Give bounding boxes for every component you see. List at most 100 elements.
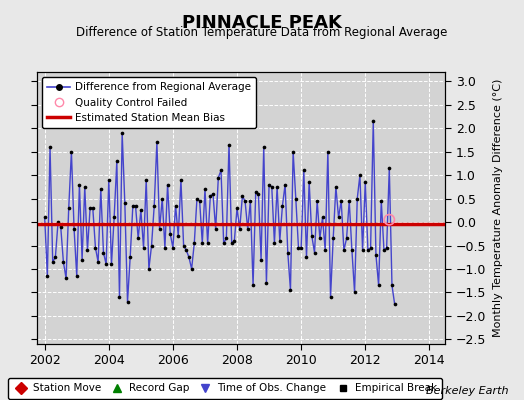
Point [158, 196, 167, 202]
Point [222, 235, 231, 242]
Point [259, 144, 268, 150]
Point [166, 230, 174, 237]
Point [372, 252, 380, 258]
Point [235, 226, 244, 232]
Point [182, 247, 190, 254]
Point [78, 256, 86, 263]
Point [294, 245, 303, 251]
Point [246, 198, 255, 204]
Point [286, 287, 294, 293]
Point [273, 184, 281, 190]
Point [230, 238, 238, 244]
Point [297, 245, 305, 251]
Legend: Station Move, Record Gap, Time of Obs. Change, Empirical Break: Station Move, Record Gap, Time of Obs. C… [7, 378, 442, 399]
Point [244, 226, 252, 232]
Point [54, 219, 62, 225]
Point [334, 214, 343, 220]
Text: Difference of Station Temperature Data from Regional Average: Difference of Station Temperature Data f… [77, 26, 447, 39]
Point [257, 256, 265, 263]
Point [361, 179, 369, 186]
Point [139, 245, 148, 251]
Point [348, 247, 356, 254]
Point [292, 196, 300, 202]
Point [337, 198, 345, 204]
Point [332, 184, 340, 190]
Point [121, 200, 129, 206]
Point [249, 282, 257, 288]
Point [369, 118, 377, 124]
Point [115, 294, 124, 300]
Point [72, 273, 81, 279]
Point [340, 247, 348, 254]
Point [289, 148, 297, 155]
Point [188, 266, 196, 272]
Point [366, 245, 375, 251]
Point [203, 240, 212, 246]
Point [174, 233, 182, 239]
Point [385, 165, 394, 171]
Point [270, 240, 279, 246]
Point [190, 240, 199, 246]
Point [233, 205, 241, 211]
Point [217, 167, 225, 174]
Point [318, 214, 326, 220]
Point [118, 130, 126, 136]
Point [96, 186, 105, 192]
Point [308, 233, 316, 239]
Point [150, 202, 158, 209]
Point [385, 216, 394, 223]
Point [351, 289, 359, 296]
Point [302, 254, 311, 260]
Point [142, 177, 150, 183]
Point [342, 235, 351, 242]
Point [345, 198, 353, 204]
Point [161, 245, 169, 251]
Point [212, 226, 220, 232]
Point [59, 259, 68, 265]
Point [254, 191, 263, 197]
Y-axis label: Monthly Temperature Anomaly Difference (°C): Monthly Temperature Anomaly Difference (… [493, 79, 503, 337]
Point [110, 214, 118, 220]
Point [315, 235, 324, 242]
Point [326, 294, 335, 300]
Point [49, 259, 57, 265]
Point [137, 207, 145, 214]
Point [156, 226, 164, 232]
Point [86, 205, 94, 211]
Point [134, 235, 143, 242]
Point [123, 298, 132, 305]
Point [147, 242, 156, 249]
Point [129, 202, 137, 209]
Point [227, 240, 236, 246]
Point [91, 245, 100, 251]
Point [281, 181, 289, 188]
Point [64, 205, 73, 211]
Point [353, 196, 362, 202]
Point [152, 139, 161, 146]
Point [46, 144, 54, 150]
Point [324, 148, 332, 155]
Point [375, 282, 383, 288]
Point [193, 196, 201, 202]
Point [177, 177, 185, 183]
Point [67, 148, 75, 155]
Point [262, 280, 270, 286]
Point [321, 247, 330, 254]
Point [201, 186, 209, 192]
Point [40, 214, 49, 220]
Point [268, 184, 276, 190]
Point [195, 198, 204, 204]
Point [377, 198, 386, 204]
Point [62, 275, 70, 282]
Point [238, 193, 247, 200]
Point [241, 198, 249, 204]
Text: Berkeley Earth: Berkeley Earth [426, 386, 508, 396]
Point [283, 249, 292, 256]
Point [220, 240, 228, 246]
Point [57, 224, 65, 230]
Point [163, 181, 172, 188]
Point [209, 191, 217, 197]
Point [252, 188, 260, 195]
Point [70, 226, 78, 232]
Point [81, 184, 89, 190]
